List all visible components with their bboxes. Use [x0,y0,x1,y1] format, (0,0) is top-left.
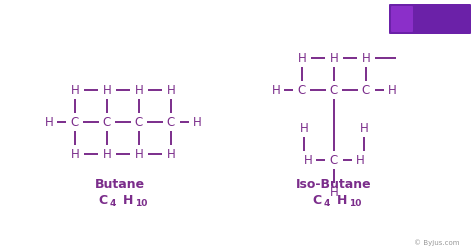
Text: H: H [298,51,306,65]
Text: H: H [103,83,111,97]
FancyBboxPatch shape [391,6,413,32]
Text: H: H [135,147,143,161]
Text: H: H [192,115,201,129]
Text: H: H [337,194,347,206]
Text: H: H [360,121,368,135]
Text: 4: 4 [324,199,330,207]
Text: H: H [167,147,175,161]
Text: H: H [71,83,79,97]
Text: C: C [103,115,111,129]
Text: H: H [329,185,338,199]
Text: C: C [135,115,143,129]
Text: H: H [45,115,54,129]
Text: H: H [167,83,175,97]
Text: C: C [298,83,306,97]
Text: The Learning App: The Learning App [418,23,466,28]
Text: C: C [313,194,322,206]
Text: © Byjus.com: © Byjus.com [414,239,460,246]
Text: BYJU'S: BYJU'S [426,12,458,20]
Text: H: H [304,153,312,167]
Text: 10: 10 [135,199,147,207]
Text: H: H [135,83,143,97]
Text: C: C [71,115,79,129]
Text: Butane: Butane [95,178,145,192]
Text: C: C [167,115,175,129]
Text: H: H [103,147,111,161]
Text: H: H [123,194,133,206]
Text: H: H [272,83,281,97]
Text: C: C [99,194,108,206]
Text: B: B [398,14,406,24]
Text: H: H [362,51,370,65]
Text: H: H [300,121,309,135]
Text: 10: 10 [349,199,361,207]
Text: H: H [388,83,396,97]
Text: H: H [329,51,338,65]
Text: C: C [330,153,338,167]
Text: 4: 4 [110,199,117,207]
Text: H: H [71,147,79,161]
Text: H: H [356,153,365,167]
FancyBboxPatch shape [389,4,471,34]
Text: Iso-Butane: Iso-Butane [296,178,372,192]
Text: C: C [330,83,338,97]
Text: C: C [362,83,370,97]
